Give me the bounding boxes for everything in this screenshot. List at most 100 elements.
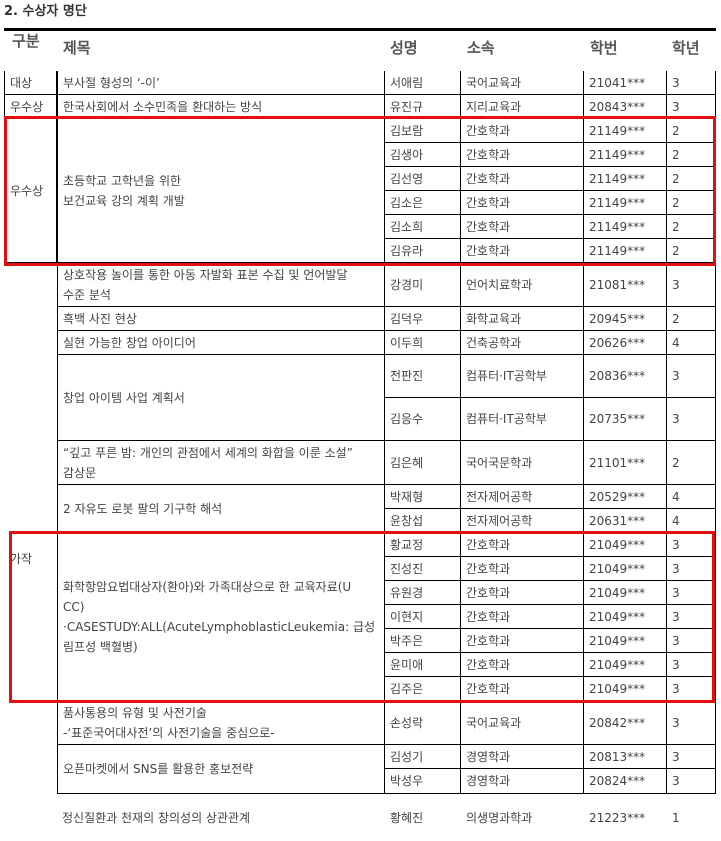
- header-title: 제목: [63, 39, 91, 57]
- member-id: 20529***: [584, 485, 667, 509]
- member-name: 박성우: [385, 769, 461, 794]
- member-year: 2: [667, 441, 716, 485]
- member-dept: 간호학과: [461, 557, 584, 581]
- title-line: 부사절 형성의 ‘-이’: [63, 75, 160, 90]
- member-dept: 간호학과: [461, 191, 584, 215]
- highlight-box: [4, 116, 716, 266]
- member-id: 21149***: [584, 167, 667, 191]
- member-dept: 컴퓨터·IT공학부: [461, 398, 584, 441]
- member-year: 3: [667, 581, 716, 605]
- member-name: 김은혜: [385, 441, 461, 485]
- title-text: 상호작용 놀이를 통한 아동 자발화 표본 수집 및 언어발달 수준 분석: [63, 265, 347, 305]
- member-name: 김선영: [385, 167, 461, 191]
- member-name: 박재형: [385, 485, 461, 509]
- member-id: 21101***: [584, 441, 667, 485]
- title-line: 상호작용 놀이를 통한 아동 자발화 표본 수집 및 언어발달: [63, 267, 348, 282]
- title-text: 오픈마켓에서 SNS를 활용한 홍보전략: [63, 759, 253, 779]
- member-name: 김소은: [385, 191, 461, 215]
- title-cell: 창업 아이템 사업 계획서: [57, 355, 385, 441]
- member-name: 유원경: [385, 581, 461, 605]
- member-year: 3: [667, 701, 716, 745]
- member-dept: 건축공학과: [461, 331, 584, 355]
- member-year: 3: [667, 71, 716, 95]
- member-year: 3: [667, 263, 716, 307]
- member-id: 21049***: [584, 581, 667, 605]
- member-year: 2: [667, 307, 716, 331]
- title-line: 창업 아이템 사업 계획서: [63, 390, 185, 405]
- member-dept: 간호학과: [461, 653, 584, 677]
- header-student-id: 학번: [590, 39, 618, 57]
- title-line: “깊고 푸른 밤: 개인의 관점에서 세계의 화합을 이룬 소설”: [63, 445, 353, 460]
- title-line: 2 자유도 로봇 팔의 기구학 해석: [63, 501, 223, 516]
- member-name: 김성기: [385, 745, 461, 769]
- member-id: 21049***: [584, 653, 667, 677]
- title-line: 화학항암요법대상자(환아)와 가족대상으로 한 교육자료(U: [63, 579, 352, 594]
- title-text: 흑백 사진 현상: [63, 309, 137, 329]
- member-dept: 경영학과: [461, 769, 584, 794]
- member-name: 김보람: [385, 119, 461, 143]
- member-year: 3: [667, 605, 716, 629]
- member-dept: 의생명과학과: [466, 810, 533, 825]
- member-year: 4: [667, 331, 716, 355]
- member-name: 김유라: [385, 239, 461, 263]
- member-id: 20945***: [584, 307, 667, 331]
- member-year: 4: [667, 509, 716, 533]
- member-id: 20626***: [584, 331, 667, 355]
- member-id: 21149***: [584, 191, 667, 215]
- member-id: 20824***: [584, 769, 667, 794]
- title-line: 흑백 사진 현상: [63, 311, 137, 326]
- title-cell: 정신질환과 천재의 창의성의 상관관계: [57, 794, 385, 841]
- member-id: 20836***: [584, 355, 667, 398]
- member-dept: 간호학과: [461, 239, 584, 263]
- title-cell: 부사절 형성의 ‘-이’: [57, 71, 385, 95]
- title-cell: 화학항암요법대상자(환아)와 가족대상으로 한 교육자료(U CC) ·CASEST…: [57, 533, 385, 701]
- title-text: 정신질환과 천재의 창의성의 상관관계: [62, 808, 250, 828]
- title-line: CC): [63, 599, 85, 614]
- header-category: 구분: [12, 32, 40, 50]
- member-dept: 컴퓨터·IT공학부: [461, 355, 584, 398]
- member-id: 21049***: [584, 629, 667, 653]
- header-year: 학년: [672, 39, 700, 57]
- member-name: 황혜진: [390, 810, 424, 825]
- member-name: 김소희: [385, 215, 461, 239]
- member-year: 1: [672, 810, 680, 825]
- member-name: 김덕우: [385, 307, 461, 331]
- title-line: 림프성 백혈병): [63, 639, 138, 654]
- title-text: 창업 아이템 사업 계획서: [63, 388, 185, 408]
- member-dept: 간호학과: [461, 167, 584, 191]
- member-year: 3: [667, 398, 716, 441]
- title-line: 오픈마켓에서 SNS를 활용한 홍보전략: [63, 762, 254, 776]
- honorable-mention-label: 가작: [10, 552, 33, 566]
- member-dept: 간호학과: [461, 581, 584, 605]
- member-id: 21081***: [584, 263, 667, 307]
- section-title: 2. 수상자 명단: [4, 4, 87, 19]
- member-id: 20735***: [584, 398, 667, 441]
- member-dept: 간호학과: [461, 605, 584, 629]
- member-name: 황교정: [385, 533, 461, 557]
- member-dept: 간호학과: [461, 119, 584, 143]
- member-year: 3: [667, 533, 716, 557]
- title-line: 보건교육 강의 계획 개발: [63, 193, 185, 208]
- member-dept: 화학교육과: [461, 307, 584, 331]
- header-dept: 소속: [467, 39, 495, 57]
- title-cell: 2 자유도 로봇 팔의 기구학 해석: [57, 485, 385, 533]
- member-year: 4: [667, 485, 716, 509]
- member-name: 강경미: [385, 263, 461, 307]
- member-year: 3: [667, 745, 716, 769]
- member-name: 윤미애: [385, 653, 461, 677]
- member-dept: 간호학과: [461, 629, 584, 653]
- member-dept: 언어치료학과: [461, 263, 584, 307]
- title-line: 정신질환과 천재의 창의성의 상관관계: [62, 810, 251, 825]
- title-line: 한국사회에서 소수민족을 환대하는 방식: [63, 99, 263, 114]
- member-id: 21041***: [584, 71, 667, 95]
- member-name: 서애림: [385, 71, 461, 95]
- member-id: 20813***: [584, 745, 667, 769]
- member-dept: 국어교육과: [461, 701, 584, 745]
- member-name: 윤창섭: [385, 509, 461, 533]
- member-year: 3: [667, 355, 716, 398]
- title-rule: [4, 28, 716, 31]
- member-name: 박주은: [385, 629, 461, 653]
- member-id: 21049***: [584, 605, 667, 629]
- member-dept: 전자제어공학: [461, 485, 584, 509]
- title-text: “깊고 푸른 밤: 개인의 관점에서 세계의 화합을 이룬 소설” 감상문: [63, 443, 353, 483]
